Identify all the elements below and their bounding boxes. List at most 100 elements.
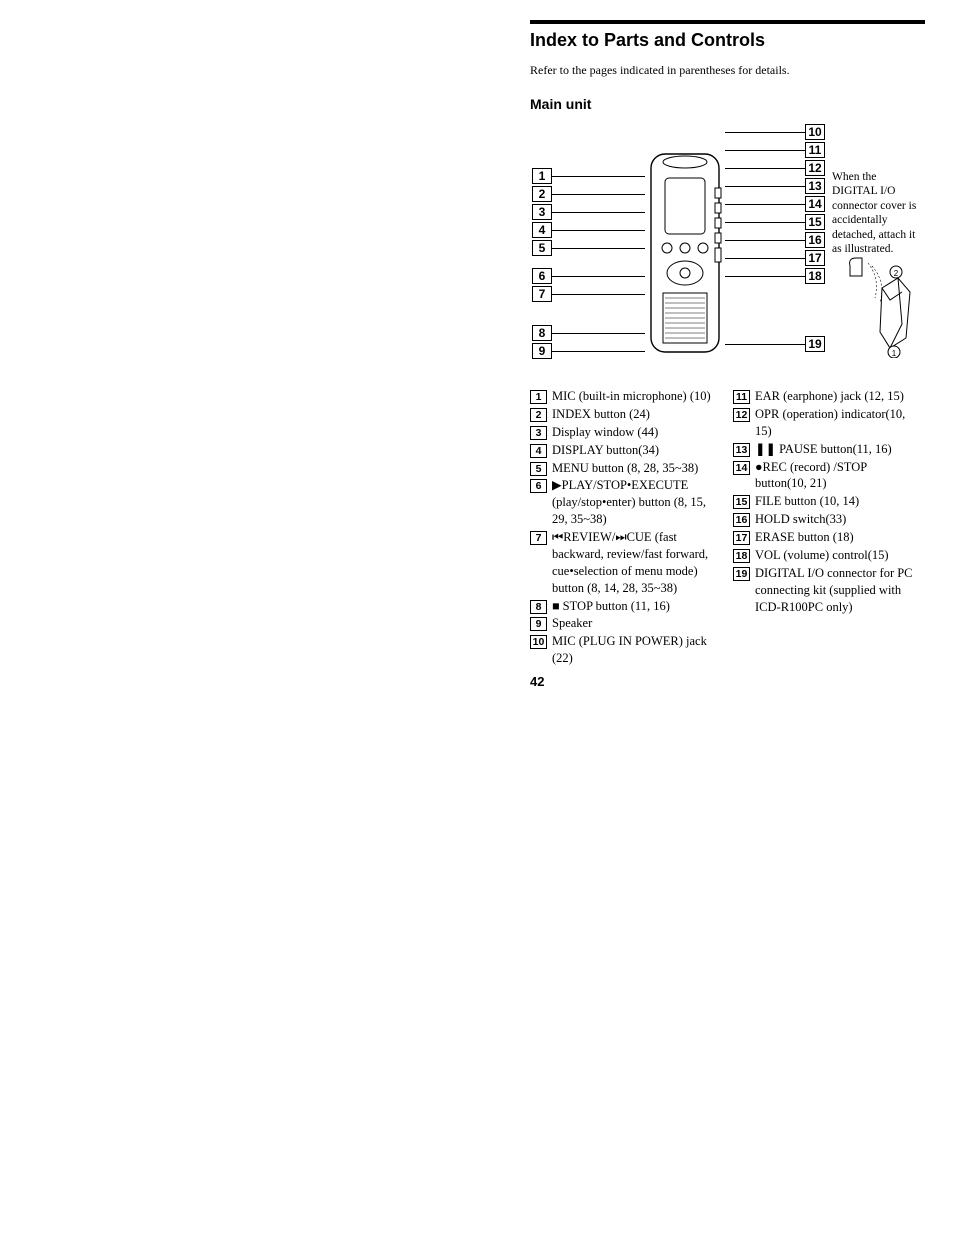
legend-item-15: 15 FILE button (10, 14): [733, 493, 918, 510]
leader-line: [725, 258, 805, 259]
legend-number: 9: [530, 617, 547, 631]
legend-number: 14: [733, 461, 750, 475]
legend-column-right: 11 EAR (earphone) jack (12, 15) 12 OPR (ope…: [733, 388, 918, 668]
legend-text: MENU button (8, 28, 35~38): [552, 460, 715, 477]
legend-text: Display window (44): [552, 424, 715, 441]
leader-line: [725, 344, 805, 345]
legend-number: 3: [530, 426, 547, 440]
leader-line: [552, 176, 645, 177]
callout-box-1: 1: [532, 168, 552, 184]
legend-item-16: 16HOLD switch(33): [733, 511, 918, 528]
legend-text: ●REC (record) /STOP button(10, 21): [755, 459, 918, 493]
device-illustration: [645, 148, 725, 358]
legend-text: ❚❚ PAUSE button(11, 16): [755, 441, 918, 458]
legend-item-13: 13 ❚❚ PAUSE button(11, 16): [733, 441, 918, 458]
legend-number: 11: [733, 390, 750, 404]
legend-item-14: 14 ●REC (record) /STOP button(10, 21): [733, 459, 918, 493]
legend-number: 15: [733, 495, 750, 509]
legend-text: MIC (built-in microphone) (10): [552, 388, 715, 405]
callout-box-3: 3: [532, 204, 552, 220]
leader-line: [725, 132, 805, 133]
callout-box-2: 2: [532, 186, 552, 202]
legend-item-10: 10 MIC (PLUG IN POWER) jack (22): [530, 633, 715, 667]
svg-text:2: 2: [894, 269, 899, 278]
callout-box-10: 10: [805, 124, 825, 140]
legend-text: MIC (PLUG IN POWER) jack (22): [552, 633, 715, 667]
callout-box-11: 11: [805, 142, 825, 158]
legend-number: 6: [530, 479, 547, 493]
legend-number: 19: [733, 567, 750, 581]
legend-text: EAR (earphone) jack (12, 15): [755, 388, 918, 405]
legend-text: Speaker: [552, 615, 715, 632]
page-subtitle: Refer to the pages indicated in parenthe…: [530, 63, 930, 78]
callout-box-13: 13: [805, 178, 825, 194]
legend-item-5: 5 MENU button (8, 28, 35~38): [530, 460, 715, 477]
callout-box-18: 18: [805, 268, 825, 284]
callout-box-16: 16: [805, 232, 825, 248]
svg-text:1: 1: [892, 349, 897, 358]
legend-item-19: 19DIGITAL I/O connector for PC connectin…: [733, 565, 918, 616]
leader-line: [552, 212, 645, 213]
leader-line: [725, 186, 805, 187]
leader-line: [552, 294, 645, 295]
leader-line: [725, 168, 805, 169]
callout-box-4: 4: [532, 222, 552, 238]
callout-box-5: 5: [532, 240, 552, 256]
legend-item-1: 1 MIC (built-in microphone) (10): [530, 388, 715, 405]
leader-line: [552, 276, 645, 277]
legend-text: ERASE button (18): [755, 529, 918, 546]
legend-column-left: 1 MIC (built-in microphone) (10)2INDEX bu…: [530, 388, 715, 668]
leader-line: [725, 222, 805, 223]
connector-cover-note: When the DIGITAL I/O connector cover is …: [832, 170, 924, 256]
legend-text: VOL (volume) control(15): [755, 547, 918, 564]
legend-number: 1: [530, 390, 547, 404]
leader-line: [552, 230, 645, 231]
callout-box-12: 12: [805, 160, 825, 176]
manual-page: Index to Parts and Controls Refer to the…: [530, 20, 930, 689]
legend-number: 8: [530, 600, 547, 614]
callout-box-17: 17: [805, 250, 825, 266]
legend-item-12: 12 OPR (operation) indicator(10, 15): [733, 406, 918, 440]
legend-number: 18: [733, 549, 750, 563]
legend-number: 17: [733, 531, 750, 545]
page-title: Index to Parts and Controls: [530, 30, 930, 51]
callout-box-8: 8: [532, 325, 552, 341]
leader-line: [552, 351, 645, 352]
callout-box-14: 14: [805, 196, 825, 212]
parts-legend: 1 MIC (built-in microphone) (10)2INDEX bu…: [530, 388, 930, 668]
leader-line: [725, 150, 805, 151]
legend-item-4: 4 DISPLAY button(34): [530, 442, 715, 459]
leader-line: [552, 248, 645, 249]
section-heading: Main unit: [530, 96, 930, 112]
callout-box-6: 6: [532, 268, 552, 284]
leader-line: [725, 204, 805, 205]
legend-number: 5: [530, 462, 547, 476]
legend-text: DISPLAY button(34): [552, 442, 715, 459]
legend-item-2: 2INDEX button (24): [530, 406, 715, 423]
legend-item-3: 3 Display window (44): [530, 424, 715, 441]
callout-box-9: 9: [532, 343, 552, 359]
legend-text: HOLD switch(33): [755, 511, 918, 528]
legend-text: ▶PLAY/STOP•EXECUTE (play/stop•enter) but…: [552, 477, 715, 528]
legend-number: 10: [530, 635, 547, 649]
legend-item-18: 18 VOL (volume) control(15): [733, 547, 918, 564]
page-number: 42: [530, 674, 930, 689]
connector-cover-illustration: 2 1: [840, 248, 920, 358]
legend-item-17: 17 ERASE button (18): [733, 529, 918, 546]
legend-text: OPR (operation) indicator(10, 15): [755, 406, 918, 440]
heading-rule: [530, 20, 925, 24]
leader-line: [725, 240, 805, 241]
legend-text: ■ STOP button (11, 16): [552, 598, 715, 615]
callout-box-19: 19: [805, 336, 825, 352]
legend-text: FILE button (10, 14): [755, 493, 918, 510]
legend-number: 13: [733, 443, 750, 457]
legend-item-11: 11 EAR (earphone) jack (12, 15): [733, 388, 918, 405]
legend-number: 12: [733, 408, 750, 422]
legend-item-7: 7⏮REVIEW/⏭CUE (fast backward, review/fas…: [530, 529, 715, 597]
legend-number: 4: [530, 444, 547, 458]
legend-number: 7: [530, 531, 547, 545]
leader-line: [552, 194, 645, 195]
legend-text: INDEX button (24): [552, 406, 715, 423]
legend-item-8: 8 ■ STOP button (11, 16): [530, 598, 715, 615]
callout-box-7: 7: [532, 286, 552, 302]
